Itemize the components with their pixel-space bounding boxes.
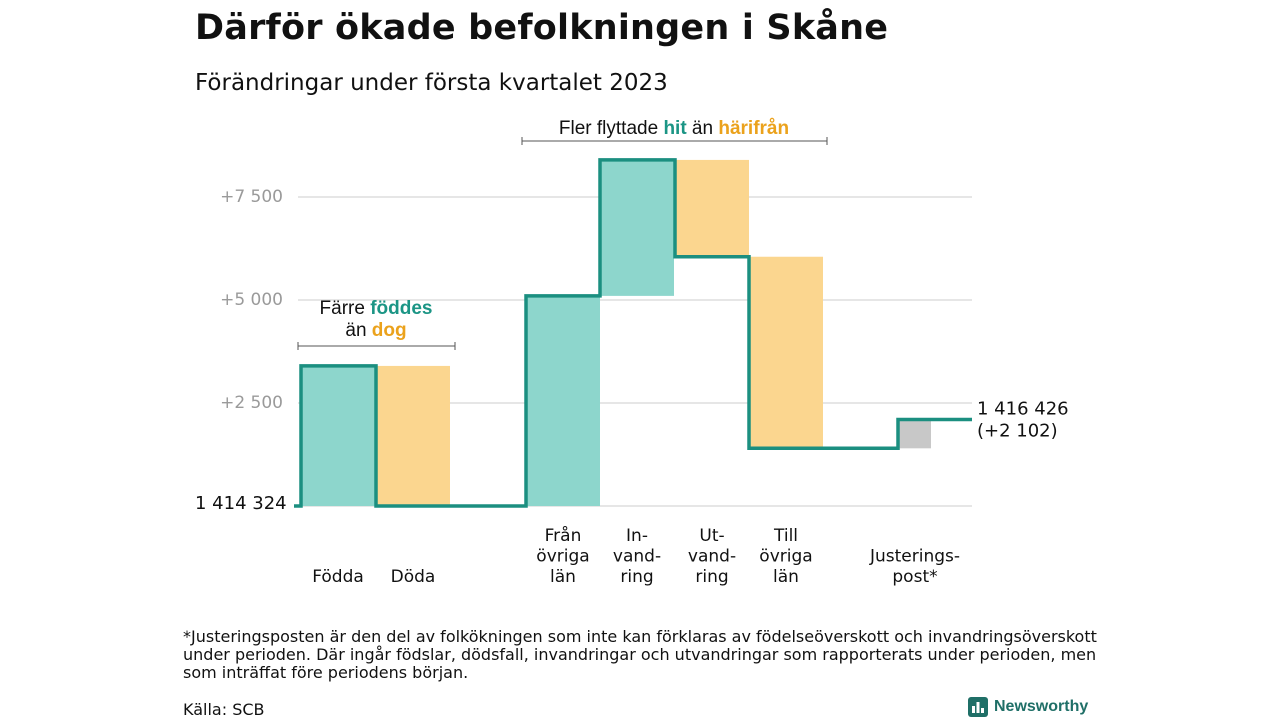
category-label: In- [626, 526, 648, 546]
migration-annotation: Fler flyttade hit än härifrån [521, 118, 828, 145]
category-label: Till [773, 526, 798, 546]
annotation-text: Fler flyttade [559, 118, 664, 139]
bar-från-övriga-län [526, 295, 600, 506]
running-total-path [294, 158, 972, 508]
svg-text:Färre föddes: Färre föddes [320, 298, 433, 319]
category-label: vand- [613, 547, 661, 567]
category-label: övriga [536, 547, 589, 567]
bar-till-övriga-län [749, 256, 823, 449]
category-label: län [773, 567, 799, 587]
annotation-text: än [345, 320, 371, 341]
annotation-foddes: föddes [370, 298, 432, 319]
annotation-hit: hit [663, 118, 687, 139]
start-value-label: 1 414 324 [195, 493, 287, 514]
category-label: övriga [759, 547, 812, 567]
bar-födda [301, 365, 375, 506]
end-total-label: 1 416 426 [977, 398, 1069, 419]
chart-subtitle: Förändringar under första kvartalet 2023 [195, 70, 668, 96]
svg-text:Fler flyttade hit än härifrån: Fler flyttade hit än härifrån [559, 118, 789, 139]
brand-name: Newsworthy [994, 698, 1089, 715]
y-axis-ticks: +2 500 +5 000 +7 500 [220, 187, 283, 413]
bar-döda [376, 365, 450, 506]
category-label: Från [545, 525, 582, 546]
y-tick-label: +2 500 [220, 393, 283, 413]
births-annotation: Färre föddes än dog [297, 298, 456, 350]
end-change-label: (+2 102) [977, 420, 1058, 441]
bar-justeringspost [898, 419, 931, 449]
bar-utvandring [675, 159, 749, 257]
annotation-harifran: härifrån [718, 118, 789, 139]
bar-chart-logo-icon [968, 697, 988, 717]
category-label: ring [695, 567, 728, 587]
category-label: län [550, 567, 576, 587]
category-label: vand- [688, 547, 736, 567]
annotation-text: Färre [320, 298, 371, 319]
running-total-line [294, 158, 972, 508]
brand-logo: Newsworthy [968, 697, 1088, 717]
annotation-dog: dog [372, 320, 407, 341]
bars [301, 159, 931, 506]
bar-invandring [600, 159, 674, 296]
category-label: Justerings- [869, 547, 960, 567]
category-labels: Födda DödaFrånövrigalänIn-vand-ringUt-van… [312, 525, 960, 587]
svg-text:än dog: än dog [345, 320, 406, 341]
category-label: Döda [391, 567, 436, 587]
y-tick-label: +5 000 [220, 290, 283, 310]
category-label: Ut- [699, 526, 724, 546]
category-label: ring [620, 567, 653, 587]
chart-title: Därför ökade befolkningen i Skåne [195, 8, 889, 48]
category-label: post* [892, 567, 937, 587]
y-tick-label: +7 500 [220, 187, 283, 207]
category-label: Födda [312, 567, 364, 587]
source-label: Källa: SCB [183, 700, 265, 719]
footnote: *Justeringsposten är den del av folkökni… [183, 627, 1097, 682]
annotation-text: än [687, 118, 719, 139]
